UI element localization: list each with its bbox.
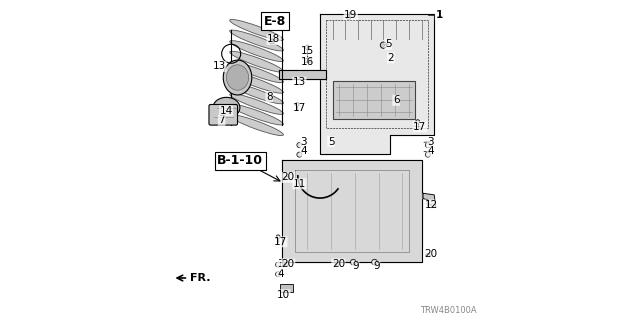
Text: 7: 7 [218,115,225,125]
Circle shape [297,142,302,148]
Text: 5: 5 [385,39,392,49]
Circle shape [426,152,430,157]
FancyBboxPatch shape [209,105,237,125]
Text: 9: 9 [352,261,359,271]
Polygon shape [423,193,436,208]
Ellipse shape [351,259,356,265]
Circle shape [426,142,430,148]
Ellipse shape [426,253,430,257]
Text: 4: 4 [277,268,284,279]
Ellipse shape [230,115,284,136]
Text: 1: 1 [435,10,443,20]
Text: 20: 20 [332,259,345,269]
Text: 10: 10 [277,290,290,300]
Ellipse shape [230,72,284,93]
Bar [280,284,293,292]
Text: 5: 5 [328,137,335,147]
Text: 3: 3 [300,137,307,147]
Circle shape [347,16,351,20]
Ellipse shape [230,41,284,61]
Text: 3: 3 [277,259,284,269]
Text: 17: 17 [274,237,287,247]
Ellipse shape [284,177,289,180]
Text: 6: 6 [393,95,399,105]
Text: FR.: FR. [190,273,211,283]
Circle shape [305,45,310,50]
Text: E-8: E-8 [264,14,286,28]
Text: 4: 4 [300,146,307,156]
Bar [303,59,311,62]
Text: 20: 20 [424,249,437,259]
Text: 16: 16 [301,57,314,67]
Text: TRW4B0100A: TRW4B0100A [420,306,477,315]
Polygon shape [320,14,434,154]
Ellipse shape [230,62,284,83]
Polygon shape [282,160,422,261]
Circle shape [380,42,387,48]
Text: 12: 12 [425,200,438,210]
Text: 14: 14 [220,106,233,116]
Text: 20: 20 [282,259,295,269]
Text: 13: 13 [292,77,306,87]
Text: 8: 8 [266,92,273,101]
Text: 3: 3 [427,137,434,147]
Text: 17: 17 [292,103,306,113]
Circle shape [269,39,274,44]
Ellipse shape [372,259,378,265]
Text: 9: 9 [373,261,380,271]
Ellipse shape [230,51,284,72]
Text: 19: 19 [344,10,357,20]
Text: 11: 11 [292,179,306,189]
Text: 4: 4 [427,146,434,156]
Circle shape [297,152,302,157]
Polygon shape [279,69,326,79]
Text: 18: 18 [267,35,280,44]
Circle shape [416,120,420,124]
Ellipse shape [230,104,284,125]
Ellipse shape [230,30,284,51]
Text: 20: 20 [282,172,295,182]
Text: B-1-10: B-1-10 [217,154,263,167]
Circle shape [276,272,281,277]
Ellipse shape [223,60,252,95]
Ellipse shape [227,65,248,90]
Ellipse shape [284,262,289,265]
Ellipse shape [230,20,284,40]
Text: 2: 2 [387,53,394,63]
Ellipse shape [230,93,284,115]
Text: 17: 17 [413,122,426,132]
Ellipse shape [230,83,284,104]
Circle shape [276,262,281,267]
Text: 15: 15 [301,45,314,56]
Text: 13: 13 [213,61,226,71]
Circle shape [276,235,280,239]
Ellipse shape [335,262,340,265]
Ellipse shape [213,97,240,118]
Bar [333,81,415,119]
Circle shape [295,103,299,106]
